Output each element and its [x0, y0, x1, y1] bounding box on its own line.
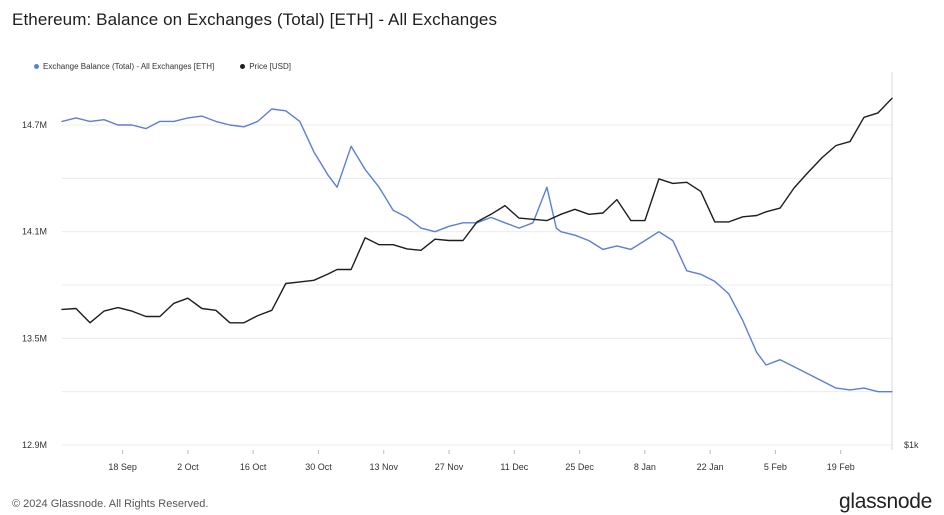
legend: Exchange Balance (Total) - All Exchanges…: [34, 62, 291, 71]
chart-title: Ethereum: Balance on Exchanges (Total) […: [12, 10, 498, 29]
legend-item-balance[interactable]: Exchange Balance (Total) - All Exchanges…: [34, 62, 214, 71]
legend-item-price[interactable]: Price [USD]: [240, 62, 291, 71]
x-tick-label: 22 Jan: [697, 462, 724, 472]
y-tick-label: 12.9M: [22, 440, 47, 450]
x-tick-label: 8 Jan: [634, 462, 656, 472]
x-tick-label: 30 Oct: [305, 462, 332, 472]
x-tick-label: 2 Oct: [177, 462, 199, 472]
x-tick-label: 18 Sep: [108, 462, 137, 472]
series-line-exchange-balance: [61, 108, 893, 393]
brand-logo[interactable]: glassnode: [838, 490, 932, 513]
x-tick-label: 11 Dec: [500, 462, 528, 472]
x-tick-label: 27 Nov: [435, 462, 464, 472]
x-tick-label: 16 Oct: [240, 462, 267, 472]
legend-dot-balance: [34, 64, 39, 69]
legend-dot-price: [240, 64, 246, 69]
x-tick-label: 25 Dec: [565, 462, 594, 472]
copyright: © 2024 Glassnode. All Rights Reserved.: [12, 498, 209, 510]
x-tick-label: 13 Nov: [369, 462, 398, 472]
legend-label-balance: Exchange Balance (Total) - All Exchanges…: [43, 62, 215, 71]
y-tick-label: 14.1M: [22, 227, 47, 237]
x-tick-label: 5 Feb: [764, 462, 787, 472]
y-tick-label: 14.7M: [22, 120, 47, 130]
series-line-price: [61, 97, 893, 324]
y-tick-label: 13.5M: [22, 333, 47, 343]
y-right-tick-label: $1k: [904, 440, 919, 450]
legend-label-price: Price [USD]: [249, 62, 291, 71]
x-tick-label: 19 Feb: [827, 462, 855, 472]
